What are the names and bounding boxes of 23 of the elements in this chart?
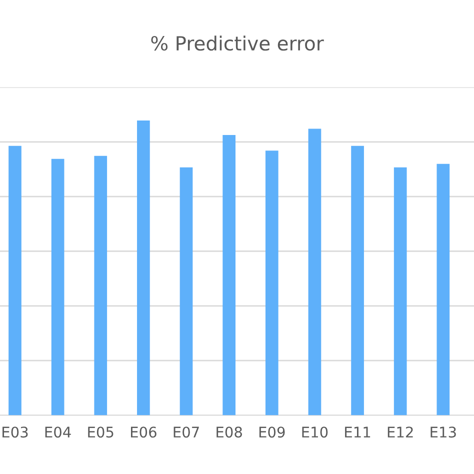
x-tick-label: E04 — [45, 426, 71, 438]
x-tick-label: E13 — [430, 426, 456, 438]
x-tick-label: E03 — [2, 426, 28, 438]
bar — [308, 128, 322, 416]
x-tick-label: E08 — [216, 426, 242, 438]
x-tick-label: E06 — [130, 426, 156, 438]
bar — [8, 146, 22, 416]
x-tick-label: E11 — [345, 426, 370, 438]
bar — [137, 120, 150, 416]
bar — [265, 150, 278, 416]
bar — [51, 158, 64, 416]
bar — [94, 156, 108, 416]
x-tick-label: E12 — [388, 426, 413, 438]
bar — [222, 134, 236, 416]
bar — [180, 167, 193, 416]
bar — [436, 164, 450, 416]
bar — [351, 146, 364, 416]
x-tick-label: E09 — [259, 426, 285, 438]
chart-title: % Predictive error — [151, 36, 324, 51]
x-tick-label: E10 — [302, 426, 328, 438]
x-tick-label: E07 — [174, 426, 199, 438]
bar — [394, 167, 407, 416]
x-tick-label: E05 — [88, 426, 114, 438]
